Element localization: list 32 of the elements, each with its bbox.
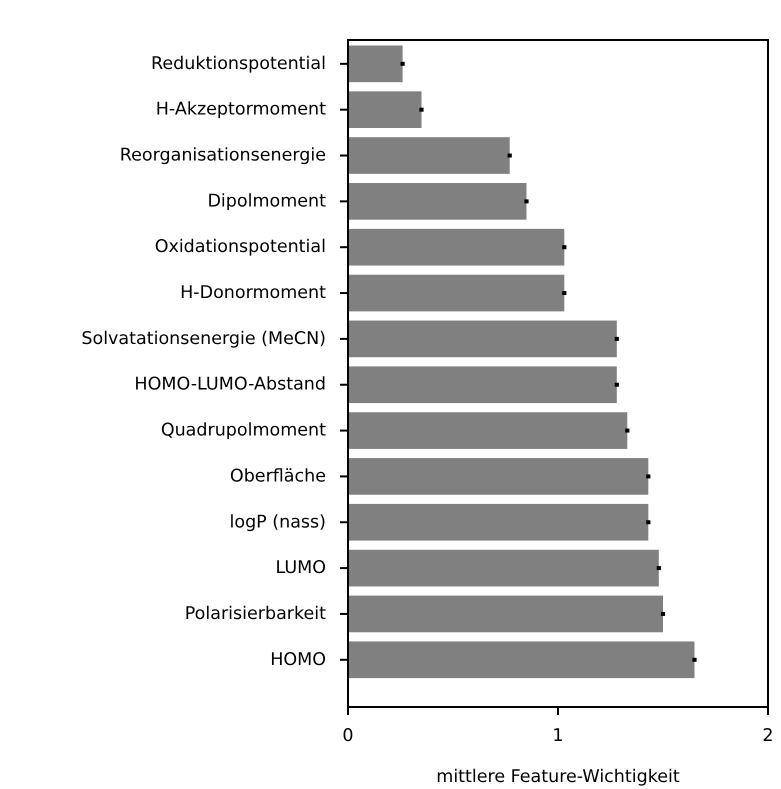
y-tick-label: Quadrupolmoment (160, 420, 326, 441)
y-tick-label: Oberfläche (230, 466, 326, 486)
y-tick-label: Reorganisationsenergie (120, 146, 326, 166)
bar (348, 46, 403, 82)
bar (348, 504, 648, 541)
y-tick-label: HOMO-LUMO-Abstand (134, 374, 326, 395)
bar (348, 274, 564, 312)
bar (348, 458, 648, 495)
y-tick-label: Oxidationspotential (154, 237, 326, 258)
y-tick-label: H-Akzeptormoment (156, 100, 326, 120)
y-tick-label: LUMO (275, 558, 326, 578)
x-tick-label: 0 (342, 726, 354, 746)
bar (348, 320, 617, 358)
y-tick-label: Polarisierbarkeit (184, 604, 326, 624)
bar (348, 412, 628, 449)
y-tick-label: HOMO (270, 650, 326, 670)
y-tick-label: Solvatationsenergie (MeCN) (81, 328, 326, 349)
bar (348, 366, 617, 404)
bar (348, 596, 663, 632)
x-tick-label: 1 (552, 726, 564, 746)
bar (348, 183, 526, 220)
bar (348, 228, 564, 266)
x-tick-label: 2 (762, 726, 774, 746)
y-tick-label: Dipolmoment (207, 191, 326, 212)
y-tick-label: Reduktionspotential (151, 54, 326, 74)
bar (348, 550, 659, 586)
bar (348, 91, 422, 128)
y-tick-label: logP (nass) (230, 512, 326, 532)
x-axis-title: mittlere Feature-Wichtigkeit (436, 767, 680, 787)
bar (348, 641, 694, 678)
bar (348, 137, 510, 174)
y-tick-label: H-Donormoment (180, 283, 326, 304)
